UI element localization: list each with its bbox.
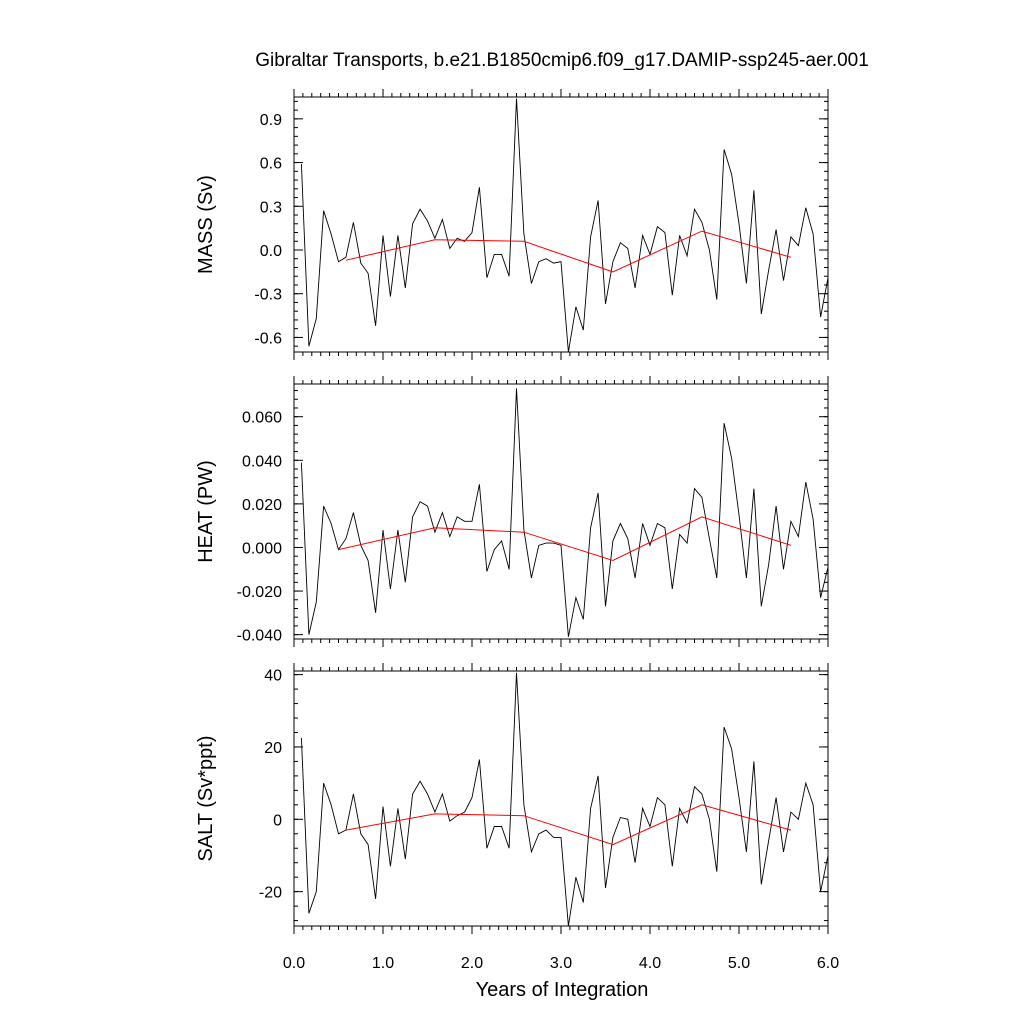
salt-y-tick-label: 40 xyxy=(264,668,282,685)
mass-y-tick-label: -0.6 xyxy=(254,330,282,347)
heat-y-tick-label: -0.020 xyxy=(237,584,282,601)
heat-y-tick-label: 0.020 xyxy=(242,497,282,514)
mass-y-tick-label: 0.0 xyxy=(260,243,282,260)
chart-title: Gibraltar Transports, b.e21.B1850cmip6.f… xyxy=(255,50,869,71)
x-tick-labels: 0.0 1.0 2.0 3.0 4.0 5.0 6.0 xyxy=(283,955,839,972)
mass-y-tick-label: 0.3 xyxy=(260,199,282,216)
heat-y-tick-label: 0.040 xyxy=(242,453,282,470)
salt-y-tick-label: 20 xyxy=(264,740,282,757)
salt-raw-series-line xyxy=(300,672,828,926)
x-tick-label: 3.0 xyxy=(550,955,572,972)
panel-salt: -20 0 20 40 SALT (Sv*ppt) xyxy=(195,663,829,934)
salt-y-tick-label: -20 xyxy=(259,885,282,902)
x-axis-label: Years of Integration xyxy=(476,979,649,1001)
mass-smoothed-series-line xyxy=(345,230,792,273)
heat-y-tick-label: -0.040 xyxy=(237,628,282,645)
x-tick-label: 0.0 xyxy=(283,955,305,972)
heat-y-tick-label: 0.060 xyxy=(242,410,282,427)
salt-smoothed-series-line xyxy=(345,804,792,846)
mass-y-axis-label: MASS (Sv) xyxy=(195,175,217,274)
x-tick-label: 5.0 xyxy=(728,955,750,972)
salt-y-axis-label: SALT (Sv*ppt) xyxy=(195,736,217,862)
x-tick-label: 2.0 xyxy=(461,955,483,972)
heat-raw-series-line xyxy=(300,388,828,637)
mass-y-tick-label: -0.3 xyxy=(254,287,282,304)
mass-raw-series-line xyxy=(300,98,828,352)
x-tick-label: 1.0 xyxy=(372,955,394,972)
panel-mass: -0.6 -0.3 0.0 0.3 0.6 0.9 MASS (Sv) xyxy=(195,89,829,360)
mass-y-tick-label: 0.6 xyxy=(260,156,282,173)
x-tick-label: 4.0 xyxy=(639,955,661,972)
heat-smoothed-series-line xyxy=(338,516,792,562)
salt-y-tick-label: 0 xyxy=(273,812,282,829)
x-tick-label: 6.0 xyxy=(817,955,839,972)
heat-y-tick-label: 0.000 xyxy=(242,540,282,557)
heat-y-axis-label: HEAT (PW) xyxy=(195,460,217,563)
mass-y-tick-label: 0.9 xyxy=(260,112,282,129)
panel-heat: -0.040 -0.020 0.000 0.020 0.040 0.060 HEAT (PW… xyxy=(195,376,829,647)
